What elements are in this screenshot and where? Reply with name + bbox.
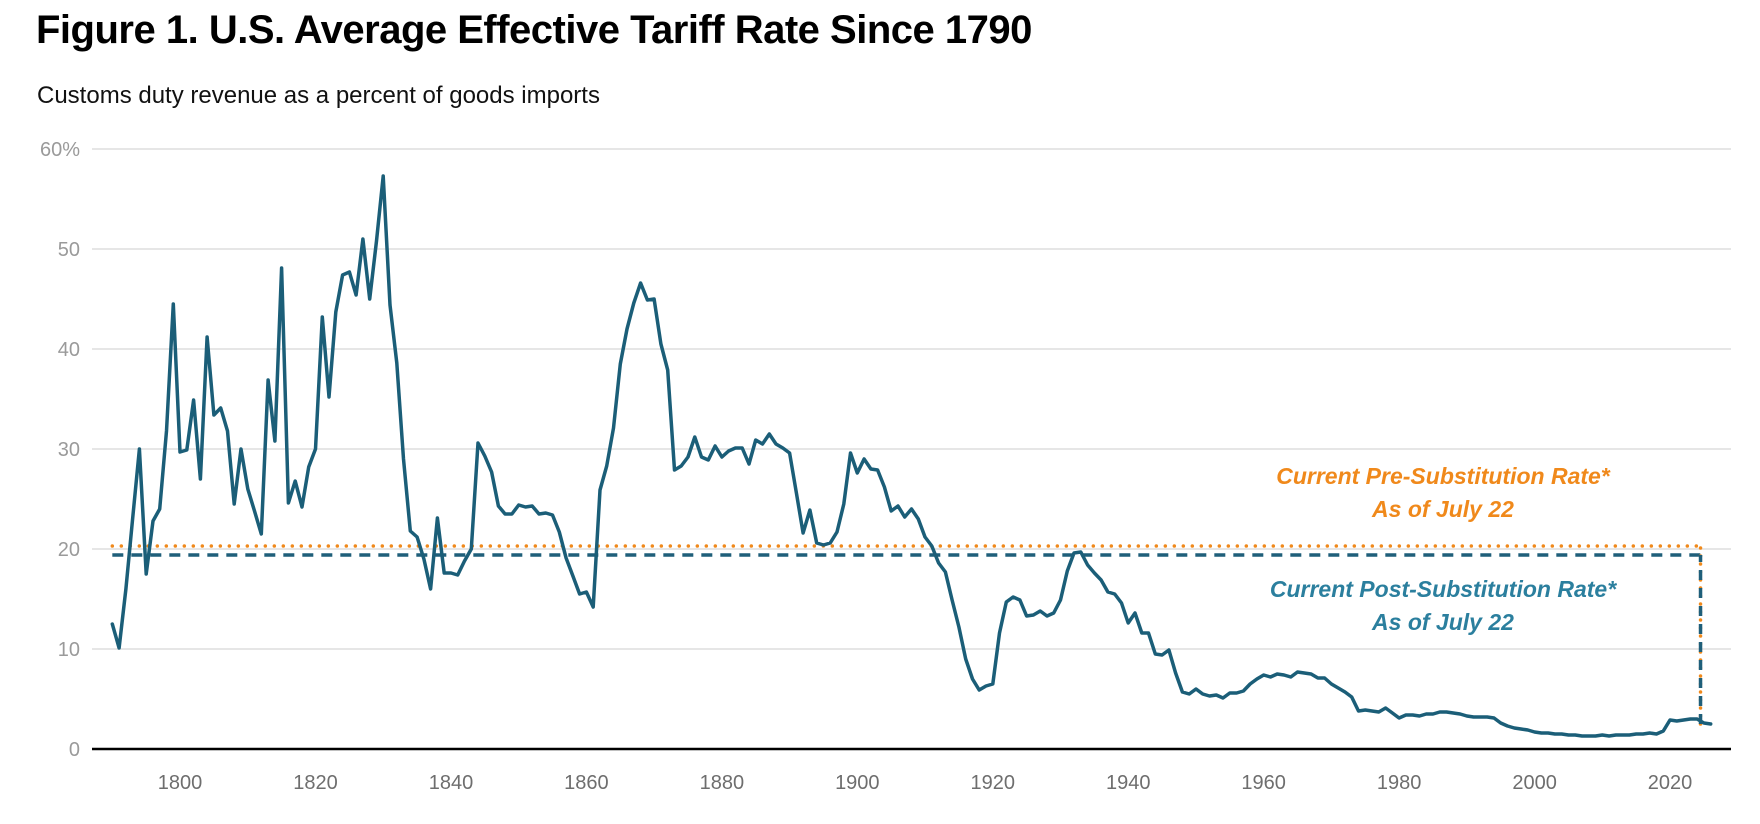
x-tick-label: 1820 bbox=[293, 772, 338, 794]
chart-subtitle: Customs duty revenue as a percent of goo… bbox=[37, 82, 600, 109]
x-axis-tick-labels: 1800 1820 1840 1860 1880 1900 1920 1940 1960 1980… bbox=[158, 772, 1693, 794]
pre-rate-label-line2: As of July 22 bbox=[1371, 496, 1514, 522]
y-axis-tick-labels: 0 10 20 30 40 50 60% bbox=[40, 139, 80, 761]
x-tick-label: 1900 bbox=[835, 772, 880, 794]
y-tick-label: 60% bbox=[40, 139, 80, 161]
x-tick-label: 1960 bbox=[1241, 772, 1286, 794]
y-tick-label: 30 bbox=[58, 439, 80, 461]
x-tick-label: 1880 bbox=[700, 772, 745, 794]
x-tick-label: 2000 bbox=[1512, 772, 1557, 794]
x-tick-label: 1920 bbox=[971, 772, 1016, 794]
annotations: Current Pre-Substitution Rate* As of Jul… bbox=[1270, 463, 1617, 635]
x-tick-label: 1840 bbox=[429, 772, 474, 794]
post-rate-label-line1: Current Post-Substitution Rate* bbox=[1270, 576, 1617, 602]
post-rate-label-line2: As of July 22 bbox=[1371, 609, 1514, 635]
tariff-rate-series-line bbox=[110, 174, 1713, 738]
y-tick-label: 20 bbox=[58, 539, 80, 561]
chart-title: Figure 1. U.S. Average Effective Tariff … bbox=[36, 8, 1032, 52]
y-tick-label: 0 bbox=[69, 739, 80, 761]
x-tick-label: 1860 bbox=[564, 772, 609, 794]
x-tick-label: 1800 bbox=[158, 772, 203, 794]
x-tick-label: 2020 bbox=[1648, 772, 1693, 794]
gridlines bbox=[92, 148, 1731, 650]
x-tick-label: 1980 bbox=[1377, 772, 1422, 794]
y-tick-label: 10 bbox=[58, 639, 80, 661]
reference-lines bbox=[110, 544, 1703, 726]
pre-rate-label-line1: Current Pre-Substitution Rate* bbox=[1276, 463, 1611, 489]
x-tick-label: 1940 bbox=[1106, 772, 1151, 794]
y-tick-label: 40 bbox=[58, 339, 80, 361]
y-tick-label: 50 bbox=[58, 239, 80, 261]
series-group bbox=[110, 174, 1713, 738]
